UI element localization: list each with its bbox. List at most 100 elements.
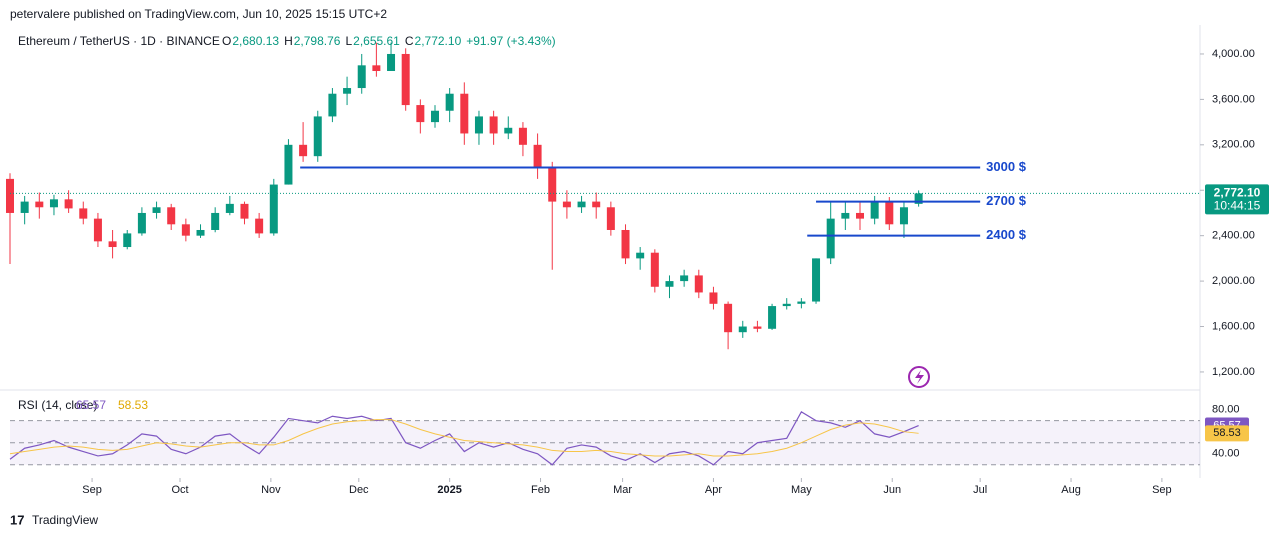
candle-body <box>401 53 410 106</box>
candle-body <box>137 212 146 234</box>
candle-body <box>79 208 88 219</box>
last-price: 2,772.10 <box>1214 186 1261 200</box>
legend-value: 65.57 <box>76 398 106 412</box>
level-label: 3000 $ <box>986 159 1027 174</box>
ohlc-value: 2,798.76 <box>294 34 341 48</box>
change: +91.97 (+3.43%) <box>466 34 555 48</box>
ohlc-value: 2,680.13 <box>232 34 279 48</box>
candle-body <box>328 93 337 117</box>
x-tick-label: Jul <box>973 484 987 496</box>
candle-body <box>284 144 293 185</box>
candle-body <box>606 207 615 230</box>
level-label: 2400 $ <box>986 227 1027 242</box>
rsi-line <box>9 411 919 466</box>
candle-body <box>797 301 806 304</box>
candle-body <box>93 218 102 242</box>
candle-body <box>299 144 308 157</box>
ohlc-value: 2,655.61 <box>353 34 400 48</box>
alert-bolt <box>915 370 924 384</box>
level-label: 2700 $ <box>986 193 1027 208</box>
candle-body <box>49 199 58 208</box>
candle-body <box>914 193 923 204</box>
candle-body <box>20 201 29 213</box>
candle-body <box>431 110 439 123</box>
ohlc-key: H <box>284 34 293 48</box>
candle-body <box>269 184 278 234</box>
candle-body <box>108 241 117 248</box>
candle-body <box>709 292 718 304</box>
candle-body <box>225 203 234 213</box>
candle-body <box>665 281 674 287</box>
candle-body <box>782 303 791 307</box>
y-tick-label: 1,200.00 <box>1212 366 1255 378</box>
candle-body <box>636 252 645 259</box>
candle-body <box>445 93 454 111</box>
candle-body <box>255 218 264 234</box>
candle-body <box>577 201 586 208</box>
candle-body <box>724 303 733 333</box>
y-tick-label: 4,000.00 <box>1212 48 1255 60</box>
rsi-line <box>9 419 919 457</box>
candle-body <box>533 144 542 168</box>
value-badge <box>1205 425 1249 442</box>
candle-body <box>343 88 352 94</box>
candle-body <box>826 218 835 259</box>
candle-body <box>35 201 44 208</box>
candle-body <box>562 201 571 208</box>
countdown: 10:44:15 <box>1214 199 1261 213</box>
x-tick-label: Apr <box>705 484 722 496</box>
candle-body <box>123 233 132 248</box>
last-price-badge <box>1205 184 1269 215</box>
symbol: Ethereum / TetherUS · 1D · BINANCE <box>18 34 220 48</box>
candle-body <box>460 93 469 134</box>
y-tick-label: 2,000.00 <box>1212 275 1255 287</box>
ohlc-key: C <box>405 34 414 48</box>
candle-body <box>694 275 703 293</box>
x-tick-label: 2025 <box>437 484 461 496</box>
x-tick-label: Aug <box>1061 484 1081 496</box>
alert-icon[interactable] <box>908 366 930 388</box>
candle-body <box>621 229 630 259</box>
candle-body <box>870 201 879 219</box>
candle-body <box>387 53 396 72</box>
candle-body <box>753 326 762 329</box>
rsi-title: RSI (14, close) <box>18 398 97 412</box>
candle-body <box>416 105 425 123</box>
legend-value: 58.53 <box>118 398 148 412</box>
badge-value: 58.53 <box>1213 427 1241 439</box>
candle-body <box>152 207 161 213</box>
candle-body <box>357 65 366 89</box>
candle-body <box>489 116 498 134</box>
x-tick-label: Sep <box>82 484 102 496</box>
candle-body <box>518 127 527 145</box>
candle-body <box>592 201 601 208</box>
candle-body <box>650 252 659 287</box>
x-tick-label: Nov <box>261 484 281 496</box>
candle-body <box>899 207 908 225</box>
x-tick-label: Oct <box>171 484 188 496</box>
brand: TradingView <box>32 513 98 527</box>
x-tick-label: May <box>791 484 812 496</box>
y-tick-label: 2,400.00 <box>1212 230 1255 242</box>
candle-body <box>64 199 73 209</box>
candle-body <box>313 116 322 157</box>
candle-body <box>738 326 747 333</box>
candle-body <box>768 306 777 329</box>
y-tick-label: 40.00 <box>1212 448 1240 460</box>
x-tick-label: Mar <box>613 484 632 496</box>
candle-body <box>856 212 864 219</box>
candle-body <box>885 201 894 225</box>
x-tick-label: Feb <box>531 484 550 496</box>
x-tick-label: Sep <box>1152 484 1172 496</box>
candle-body <box>196 229 205 236</box>
ohlc-key: O <box>222 34 231 48</box>
published: petervalere published on TradingView.com… <box>10 7 387 21</box>
candle-body <box>167 207 176 225</box>
candle-body <box>841 212 850 219</box>
ohlc-value: 2,772.10 <box>415 34 462 48</box>
candle-body <box>372 65 381 72</box>
candle-body <box>181 224 190 236</box>
y-tick-label: 3,600.00 <box>1212 93 1255 105</box>
candle-body <box>240 203 249 219</box>
